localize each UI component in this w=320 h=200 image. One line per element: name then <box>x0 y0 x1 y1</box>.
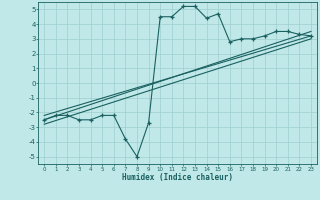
X-axis label: Humidex (Indice chaleur): Humidex (Indice chaleur) <box>122 173 233 182</box>
